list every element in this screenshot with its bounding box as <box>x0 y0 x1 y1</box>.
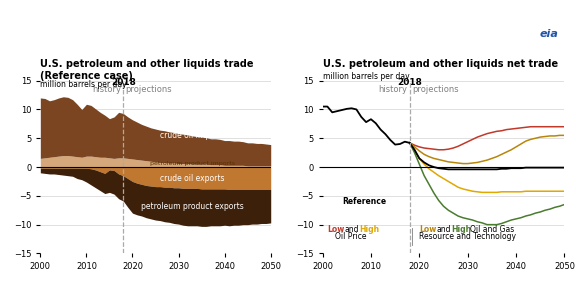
Text: history: history <box>378 85 407 94</box>
Text: Reference: Reference <box>342 197 386 206</box>
Text: crude oil exports: crude oil exports <box>160 174 225 183</box>
Text: Low: Low <box>327 225 344 234</box>
Text: Low: Low <box>419 225 437 234</box>
Text: projections: projections <box>126 85 172 94</box>
Text: projections: projections <box>412 85 458 94</box>
Text: 2018: 2018 <box>111 78 136 87</box>
Text: million barrels per day: million barrels per day <box>323 72 409 81</box>
Text: U.S. petroleum and other liquids trade: U.S. petroleum and other liquids trade <box>40 59 254 69</box>
Text: million barrels per day: million barrels per day <box>40 80 127 89</box>
Text: and: and <box>436 225 451 234</box>
Text: Oil Price: Oil Price <box>335 232 366 241</box>
Text: U.S. petroleum and other liquids net trade: U.S. petroleum and other liquids net tra… <box>323 59 558 69</box>
Text: petroleum product exports: petroleum product exports <box>141 202 244 211</box>
Text: High: High <box>359 225 379 234</box>
Text: High: High <box>451 225 471 234</box>
Text: (Reference case): (Reference case) <box>40 71 133 81</box>
Text: history: history <box>92 85 121 94</box>
Text: eia: eia <box>540 29 559 39</box>
Text: petroleum product imports: petroleum product imports <box>150 160 235 166</box>
Text: Oil and Gas: Oil and Gas <box>470 225 514 234</box>
Text: 2018: 2018 <box>397 78 422 87</box>
Text: Resource and Technology: Resource and Technology <box>419 232 516 241</box>
Text: crude oil imports: crude oil imports <box>160 131 225 140</box>
Text: and: and <box>344 225 359 234</box>
